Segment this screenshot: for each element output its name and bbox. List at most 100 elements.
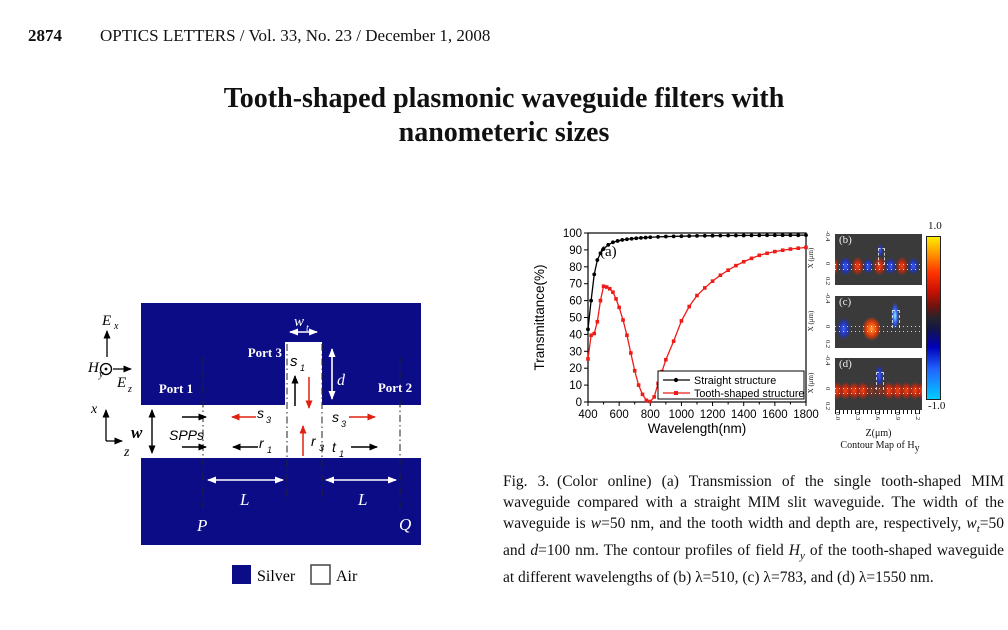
label-t1-sub: 1	[339, 449, 344, 459]
label-r3: r	[311, 433, 317, 449]
z-tick-3: 0.9	[894, 412, 901, 421]
z-tick-4: 1.2	[914, 412, 921, 421]
y-tick-label: 20	[569, 363, 582, 375]
panel-c-label: (c)	[839, 296, 852, 308]
article-title-line2: nanometeric sizes	[398, 117, 610, 148]
panel-d-axis-ticks	[835, 410, 922, 414]
label-port1: Port 1	[159, 381, 193, 396]
label-ez-sub: z	[127, 384, 132, 395]
label-hy: H	[87, 360, 100, 376]
label-s3-left: s	[257, 405, 264, 421]
x-tick-label: 400	[578, 409, 597, 421]
x-axis-title: Wavelength(nm)	[648, 421, 747, 436]
panel-b-ytick-max: 0.2	[824, 277, 831, 286]
black-wave-arrows	[182, 375, 378, 451]
panel-c-ytick-min: -0.4	[824, 293, 831, 304]
label-r3-sub: 3	[319, 443, 324, 453]
label-s3-left-sub: 3	[266, 415, 271, 425]
panel-b-yaxis-label: X (μm)	[807, 247, 815, 269]
panel-d-label: (d)	[839, 358, 852, 370]
x-tick-label: 1000	[669, 409, 695, 421]
panel-c-ytick-zero: 0	[824, 325, 831, 329]
y-tick-label: 0	[576, 397, 582, 409]
panel-d-ytick-zero: 0	[824, 387, 831, 391]
contour-map-title-sub: y	[914, 443, 920, 454]
colorbar	[926, 236, 941, 400]
y-tick-label: 60	[569, 296, 582, 308]
colorbar-min-label: -1.0	[928, 400, 946, 412]
hy-dot-icon	[104, 367, 108, 371]
z-tick-2: 0.6	[874, 412, 881, 421]
chart-legend-box	[657, 370, 805, 400]
label-r1-sub: 1	[267, 445, 272, 455]
x-tick-label: 600	[610, 409, 629, 421]
legend-air-label: Air	[336, 568, 358, 585]
y-tick-label: 80	[569, 262, 582, 274]
legend-silver-swatch	[232, 565, 251, 584]
x-tick-label: 800	[641, 409, 660, 421]
label-L-left: L	[239, 490, 249, 509]
panel-c-ytick-max: 0.2	[824, 340, 831, 349]
label-s3-right-sub: 3	[341, 419, 346, 429]
x-tick-label: 1200	[700, 409, 726, 421]
z-tick-0: 0.0	[834, 412, 841, 421]
z-tick-1: 0.3	[854, 412, 861, 421]
series-line-circle	[587, 234, 807, 330]
article-title: Tooth-shaped plasmonic waveguide filters…	[104, 82, 904, 150]
colorbar-max-label: 1.0	[928, 220, 942, 232]
label-port2: Port 2	[378, 380, 412, 395]
silver-slab-bottom	[141, 458, 421, 545]
panel-d-ytick-max: 0.2	[824, 402, 831, 411]
label-w: w	[131, 423, 143, 442]
y-tick-label: 90	[569, 245, 582, 257]
waveguide-schematic-figure: E x H y E z x z w w t d Port 1 Port 2 Po…	[87, 303, 421, 585]
z-axis-label: Z(μm)	[865, 428, 892, 439]
figure-caption: Fig. 3. (Color online) (a) Transmission …	[503, 472, 1004, 586]
y-tick-label: 30	[569, 346, 582, 358]
panel-b-ytick-zero: 0	[824, 262, 831, 266]
y-tick-label: 100	[563, 228, 582, 240]
panel-b-ytick-min: -0.4	[824, 231, 831, 242]
y-axis-title: Transmittance(%)	[532, 264, 547, 370]
silver-slab-top	[141, 303, 421, 405]
contour-map-title-text: Contour Map of H	[840, 440, 915, 451]
label-d: d	[337, 372, 346, 389]
reference-planes	[202, 344, 401, 508]
transmission-chart: 0 10 20 30 40 50 60 70 80 90 100 400 600 800 1000 1200 1…	[532, 228, 819, 436]
legend-air-swatch	[310, 564, 331, 585]
tooth-slot	[285, 342, 322, 405]
field-map-panel-c: (c)	[835, 296, 922, 348]
label-P: P	[196, 516, 207, 535]
panel-b-label: (b)	[839, 234, 852, 246]
red-wave-arrows	[231, 377, 376, 456]
label-wt-sub: t	[306, 323, 309, 334]
label-t1: t	[332, 439, 337, 455]
y-tick-label: 10	[569, 380, 582, 392]
page-number: 2874	[28, 26, 62, 45]
label-s3-right: s	[332, 409, 339, 425]
label-spps: SPPs	[169, 427, 204, 443]
label-ex: E	[101, 313, 111, 329]
label-Q: Q	[399, 515, 411, 534]
article-title-line1: Tooth-shaped plasmonic waveguide filters…	[223, 83, 785, 114]
label-wt: w	[294, 314, 304, 330]
legend-silver-label: Silver	[257, 568, 296, 585]
field-map-panel-d: (d)	[835, 358, 922, 410]
x-tick-label: 1400	[731, 409, 757, 421]
field-map-panel-b: (b)	[835, 234, 922, 285]
x-tick-label: 1600	[762, 409, 788, 421]
label-s1-sub: 1	[300, 363, 305, 373]
label-L-right: L	[357, 490, 367, 509]
label-s1: s	[290, 353, 298, 370]
label-ez: E	[116, 375, 126, 391]
y-tick-label: 40	[569, 329, 582, 341]
label-port3: Port 3	[248, 345, 283, 360]
y-tick-label: 50	[569, 313, 582, 325]
label-axis-x: x	[90, 402, 98, 417]
panel-d-yaxis-label: X (μm)	[807, 372, 815, 394]
panel-c-yaxis-label: X (μm)	[807, 310, 815, 332]
label-r1: r	[259, 435, 265, 451]
y-tick-label: 70	[569, 279, 582, 291]
journal-line: OPTICS LETTERS / Vol. 33, No. 23 / Decem…	[100, 26, 491, 45]
